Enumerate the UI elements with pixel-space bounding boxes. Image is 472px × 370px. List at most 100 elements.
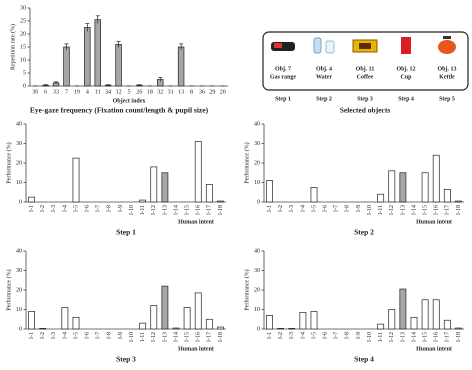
x-tick-label: I-16 (196, 205, 202, 215)
x-tick-label: I-9 (118, 205, 124, 212)
x-tick-label: I-13 (400, 332, 406, 342)
x-tick-label: I-13 (162, 332, 168, 342)
x-tick-label: I-4 (300, 205, 306, 212)
bar (421, 299, 429, 330)
bar (205, 184, 213, 203)
x-tick-label: I-15 (184, 332, 190, 342)
step-label: Step 1 (275, 96, 291, 102)
objects-caption: Selected objects (340, 106, 391, 115)
y-tick-label: 30 (16, 268, 22, 274)
x-tick-label: I-11 (140, 205, 146, 215)
x-tick-label: I-2 (278, 205, 284, 212)
x-tick-label: I-15 (422, 205, 428, 215)
x-tick-label: I-15 (184, 205, 190, 215)
object-name: Gas range (270, 74, 297, 80)
bar (150, 305, 158, 330)
x-tick-label: I-7 (96, 332, 102, 339)
x-axis-label: Object index (113, 98, 146, 104)
bar (443, 188, 451, 203)
x-tick-label: I-17 (445, 332, 451, 342)
x-tick-label: 6 (44, 89, 47, 95)
y-tick-label: 0 (23, 83, 26, 89)
x-tick-label: I-8 (107, 332, 113, 339)
x-tick-label: I-7 (334, 332, 340, 339)
x-axis-label: Human intent (416, 346, 452, 352)
object-name: Kettle (439, 74, 455, 80)
bar (205, 318, 213, 330)
x-tick-label: I-17 (207, 332, 213, 342)
y-tick-label: 20 (20, 31, 26, 37)
x-tick-label: 33 (53, 89, 59, 95)
bar (183, 307, 191, 330)
x-axis-label: Human intent (416, 219, 452, 225)
bar (172, 327, 180, 330)
bar (432, 154, 440, 203)
x-tick-label: I-14 (173, 332, 179, 342)
x-tick-label: I-17 (445, 205, 451, 215)
x-tick-label: I-1 (267, 205, 273, 212)
y-tick-label: 40 (254, 121, 260, 127)
x-tick-label: I-11 (378, 205, 384, 215)
x-tick-label: I-18 (218, 205, 224, 215)
bar (388, 170, 396, 203)
x-tick-label: 26 (136, 89, 142, 95)
x-tick-label: I-16 (196, 332, 202, 342)
y-tick-label: 40 (254, 248, 260, 254)
y-tick-label: 10 (20, 57, 26, 63)
y-tick-label: 40 (16, 121, 22, 127)
y-tick-label: 10 (254, 307, 260, 313)
y-tick-label: 30 (20, 5, 26, 11)
bar (217, 200, 224, 203)
x-tick-label: I-8 (345, 205, 351, 212)
bar (217, 326, 224, 330)
x-tick-label: 18 (147, 89, 153, 95)
bar (161, 285, 169, 330)
y-tick-label: 20 (254, 287, 260, 293)
step-label: Step 5 (439, 96, 455, 102)
x-tick-label: 7 (65, 89, 68, 95)
x-tick-label: 5 (128, 89, 131, 95)
icon (274, 43, 282, 48)
y-tick-label: 30 (254, 268, 260, 274)
x-tick-label: I-3 (51, 205, 57, 212)
x-tick-label: I-18 (456, 205, 462, 215)
bar (421, 172, 429, 203)
bar (310, 187, 318, 203)
x-axis-label: Human intent (178, 346, 214, 352)
bar (72, 316, 80, 330)
y-tick-label: 10 (16, 180, 22, 186)
bar (150, 166, 158, 203)
x-tick-label: I-3 (51, 332, 57, 339)
chart-caption: Step 3 (116, 355, 136, 364)
x-tick-label: I-4 (300, 332, 306, 339)
x-tick-label: 19 (74, 89, 80, 95)
y-tick-label: 0 (257, 326, 260, 332)
y-tick-label: 30 (254, 141, 260, 147)
x-tick-label: 30 (32, 89, 38, 95)
x-tick-label: I-12 (151, 332, 157, 342)
x-tick-label: 32 (157, 89, 163, 95)
chart-caption: Step 1 (116, 228, 136, 237)
x-tick-label: I-5 (73, 205, 79, 212)
y-axis-label: Performance (%) (5, 142, 12, 183)
x-tick-label: I-9 (356, 205, 362, 212)
icon (359, 43, 371, 49)
y-tick-label: 20 (16, 160, 22, 166)
object-id: Obj. 7 (275, 66, 291, 72)
y-tick-label: 0 (257, 199, 260, 205)
step-label: Step 2 (316, 96, 332, 102)
x-tick-label: I-10 (367, 205, 373, 215)
icon (313, 37, 322, 54)
y-tick-label: 25 (20, 18, 26, 24)
x-tick-label: I-5 (311, 332, 317, 339)
bar (28, 311, 35, 330)
x-tick-label: I-7 (334, 205, 340, 212)
bar (194, 141, 202, 203)
x-tick-label: I-8 (345, 332, 351, 339)
x-tick-label: 29 (209, 89, 215, 95)
bar (377, 193, 385, 203)
y-axis-label: Performance (%) (5, 269, 12, 310)
x-tick-label: I-5 (73, 332, 79, 339)
y-tick-label: 10 (16, 307, 22, 313)
